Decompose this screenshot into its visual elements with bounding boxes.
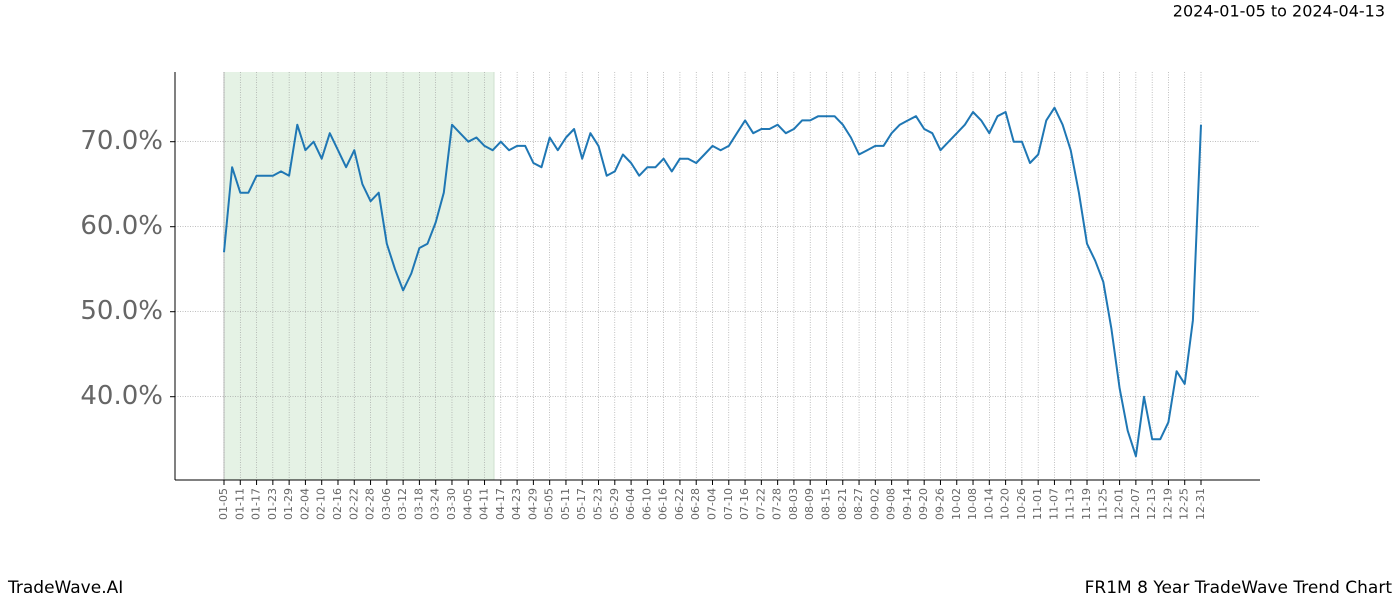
- chart-title: FR1M 8 Year TradeWave Trend Chart: [1085, 578, 1393, 598]
- x-tick-label: 02-28: [364, 488, 377, 520]
- x-tick-label: 11-07: [1047, 488, 1060, 520]
- x-tick-label: 03-18: [412, 488, 425, 520]
- x-tick-label: 10-02: [950, 488, 963, 520]
- x-tick-label: 07-04: [706, 488, 719, 520]
- x-tick-label: 03-12: [396, 488, 409, 520]
- x-tick-label: 04-29: [526, 488, 539, 520]
- x-tick-label: 02-22: [347, 488, 360, 520]
- x-tick-label: 07-10: [722, 488, 735, 520]
- x-tick-label: 05-17: [575, 488, 588, 520]
- x-tick-label: 01-17: [250, 488, 263, 520]
- x-tick-label: 08-27: [852, 488, 865, 520]
- highlight-region: [224, 72, 494, 480]
- x-tick-label: 06-10: [640, 488, 653, 520]
- x-tick-label: 12-31: [1194, 488, 1207, 520]
- x-tick-label: 12-25: [1178, 488, 1191, 520]
- x-tick-label: 11-13: [1064, 488, 1077, 520]
- x-tick-label: 06-16: [657, 488, 670, 520]
- x-tick-label: 04-17: [494, 488, 507, 520]
- x-tick-label: 10-20: [999, 488, 1012, 520]
- x-tick-label: 02-04: [298, 488, 311, 520]
- x-tick-label: 06-22: [673, 488, 686, 520]
- x-tick-label: 10-08: [966, 488, 979, 520]
- x-tick-label: 07-22: [754, 488, 767, 520]
- x-tick-label: 04-05: [461, 488, 474, 520]
- x-tick-label: 03-24: [429, 488, 442, 520]
- x-tick-label: 11-01: [1031, 488, 1044, 520]
- x-tick-label: 09-26: [933, 488, 946, 520]
- x-tick-label: 11-19: [1080, 488, 1093, 520]
- x-tick-label: 09-02: [868, 488, 881, 520]
- y-tick-label: 70.0%: [80, 126, 163, 156]
- x-tick-label: 05-23: [592, 488, 605, 520]
- date-range: 2024-01-05 to 2024-04-13: [1173, 2, 1385, 21]
- x-tick-label: 11-25: [1096, 488, 1109, 520]
- x-tick-label: 08-21: [836, 488, 849, 520]
- x-tick-label: 01-11: [233, 488, 246, 520]
- x-tick-label: 12-01: [1113, 488, 1126, 520]
- x-tick-label: 07-16: [738, 488, 751, 520]
- x-tick-label: 09-20: [917, 488, 930, 520]
- y-tick-label: 60.0%: [80, 211, 163, 241]
- x-tick-label: 04-23: [510, 488, 523, 520]
- trend-line: [223, 106, 1202, 458]
- x-tick-label: 12-07: [1129, 488, 1142, 520]
- x-tick-label: 12-13: [1145, 488, 1158, 520]
- x-tick-label: 06-04: [624, 488, 637, 520]
- x-tick-label: 06-28: [689, 488, 702, 520]
- x-tick-label: 01-23: [266, 488, 279, 520]
- x-tick-label: 05-11: [559, 488, 572, 520]
- x-tick-label: 09-14: [901, 488, 914, 520]
- x-tick-label: 01-29: [282, 488, 295, 520]
- y-tick-label: 40.0%: [80, 381, 163, 411]
- x-tick-label: 03-30: [445, 488, 458, 520]
- x-tick-label: 02-10: [315, 488, 328, 520]
- x-tick-label: 07-28: [771, 488, 784, 520]
- x-tick-label: 10-26: [1015, 488, 1028, 520]
- x-tick-label: 01-05: [217, 488, 230, 520]
- x-tick-label: 10-14: [982, 488, 995, 520]
- x-tick-label: 12-19: [1161, 488, 1174, 520]
- y-tick-label: 50.0%: [80, 296, 163, 326]
- x-tick-label: 04-11: [478, 488, 491, 520]
- brand: TradeWave.AI: [7, 578, 123, 598]
- x-tick-label: 02-16: [331, 488, 344, 520]
- x-tick-label: 08-15: [819, 488, 832, 520]
- x-tick-label: 05-29: [608, 488, 621, 520]
- x-tick-label: 08-09: [803, 488, 816, 520]
- x-tick-label: 08-03: [787, 488, 800, 520]
- x-tick-label: 05-05: [543, 488, 556, 520]
- x-tick-label: 09-08: [885, 488, 898, 520]
- x-tick-label: 03-06: [380, 488, 393, 520]
